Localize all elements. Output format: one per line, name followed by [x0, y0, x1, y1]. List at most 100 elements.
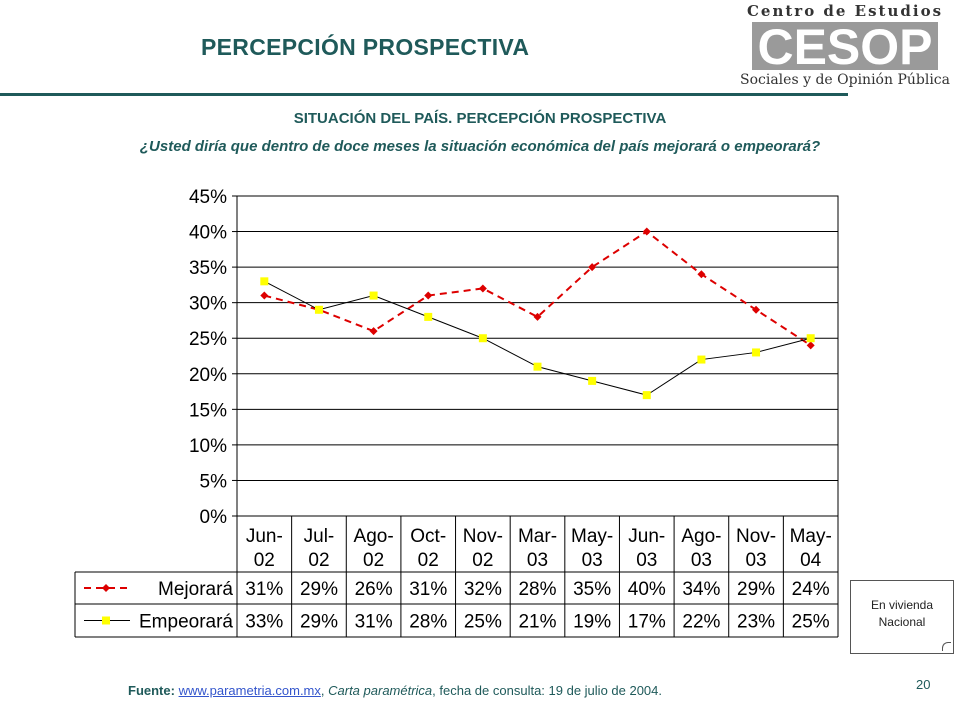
logo-mark-icon: CESOP: [752, 22, 938, 70]
data-point: [314, 305, 323, 314]
table-value: 25%: [464, 612, 502, 633]
source-citation: Fuente: www.parametria.com.mx, Carta par…: [128, 683, 663, 698]
data-point: [533, 362, 542, 371]
x-category-label: Jun-: [628, 526, 665, 547]
chart-series: [260, 227, 815, 400]
table-value: 32%: [464, 579, 502, 600]
x-category-label: Ago-: [681, 526, 721, 547]
x-category-label: Jun-: [246, 526, 283, 547]
x-category-label: Oct-: [410, 526, 446, 547]
table-value: 29%: [737, 579, 775, 600]
source-rest: , fecha de consulta: 19 de julio de 2004…: [432, 683, 663, 698]
x-category-label: 03: [636, 550, 657, 571]
data-point: [369, 327, 378, 336]
data-point: [806, 334, 815, 343]
x-category-label: 02: [254, 550, 275, 571]
note-line-2: Nacional: [878, 615, 926, 629]
y-tick-label: 45%: [189, 187, 227, 208]
data-table: Mejorará 31% 29% 26% 31% 32% 28% 35% 40% 34% 29% 24…: [74, 571, 838, 638]
table-value: 31%: [245, 579, 283, 600]
y-tick-label: 20%: [189, 365, 227, 386]
source-label: Fuente:: [128, 683, 175, 698]
table-value: 21%: [518, 612, 556, 633]
table-value: 34%: [682, 579, 720, 600]
plot-area: [236, 195, 839, 517]
logo-text-bottom: Sociales y de Opinión Pública: [740, 72, 950, 88]
x-category-label: 02: [418, 550, 439, 571]
data-point: [260, 291, 269, 300]
table-value: 35%: [573, 579, 611, 600]
y-tick-label: 15%: [189, 400, 227, 421]
y-tick-label: 30%: [189, 294, 227, 315]
table-value: 29%: [300, 612, 338, 633]
y-tick-label: 35%: [189, 258, 227, 279]
data-point: [478, 334, 487, 343]
legend-label: Empeorará: [139, 612, 233, 633]
page-curl-icon: [942, 642, 951, 651]
x-category-label: Jul-: [304, 526, 335, 547]
note-box: En vivienda Nacional: [850, 580, 954, 654]
x-category-label: 04: [800, 550, 822, 571]
table-value: 19%: [573, 612, 611, 633]
source-publication: Carta paramétrica: [328, 683, 433, 698]
y-tick-label: 0%: [200, 507, 228, 528]
series-2: [260, 277, 815, 400]
chart-grid: [236, 195, 839, 517]
chart-subtitle: SITUACIÓN DEL PAÍS. PERCEPCIÓN PROSPECTI…: [293, 110, 667, 127]
data-point: [478, 284, 487, 293]
logo-mark-text: CESOP: [757, 22, 932, 70]
table-value: 26%: [355, 579, 393, 600]
table-value: 33%: [245, 612, 283, 633]
data-point: [752, 348, 761, 357]
page-number: 20: [916, 677, 931, 692]
table-value: 17%: [628, 612, 666, 633]
legend-label: Mejorará: [158, 579, 233, 600]
y-tick-label: 25%: [189, 329, 227, 350]
data-point: [424, 312, 433, 321]
survey-question: ¿Usted diría que dentro de doce meses la…: [139, 138, 821, 155]
y-tick-label: 5%: [200, 471, 228, 492]
source-link[interactable]: www.parametria.com.mx: [178, 683, 321, 698]
table-value: 22%: [682, 612, 720, 633]
title-divider: [0, 93, 848, 96]
y-tick-label: 10%: [189, 436, 227, 457]
table-value: 40%: [628, 579, 666, 600]
x-category-label: May-: [790, 526, 832, 547]
table-value: 28%: [409, 612, 447, 633]
table-value: 31%: [409, 579, 447, 600]
table-value: 28%: [518, 579, 556, 600]
x-axis-categories: Jun- 02 Jul- 02 Ago- 02 Oct- 02 Nov- 02 Mar- 03 May-…: [236, 516, 839, 637]
table-value: 25%: [792, 612, 830, 633]
x-category-label: 02: [363, 550, 384, 571]
x-category-label: 03: [745, 550, 766, 571]
x-category-label: 02: [472, 550, 493, 571]
y-axis-ticks: 0% 5% 10% 15% 20% 25% 30% 35% 40% 45%: [189, 187, 237, 528]
x-category-label: Ago-: [354, 526, 394, 547]
x-category-label: May-: [571, 526, 613, 547]
logo-text-top: Centro de Estudios: [746, 2, 944, 20]
data-point: [642, 227, 651, 236]
data-point: [588, 263, 597, 272]
data-point: [533, 312, 542, 321]
table-value: 24%: [792, 579, 830, 600]
data-point: [424, 291, 433, 300]
legend-marker: [102, 616, 110, 625]
data-point: [806, 341, 815, 350]
x-category-label: Nov-: [736, 526, 776, 547]
table-value: 31%: [355, 612, 393, 633]
data-point: [697, 355, 706, 364]
data-point: [752, 305, 761, 314]
table-value: 29%: [300, 579, 338, 600]
x-category-label: Mar-: [518, 526, 557, 547]
data-point: [588, 376, 597, 385]
cesop-logo: Centro de Estudios CESOP Sociales y de O…: [740, 2, 950, 94]
data-point: [697, 270, 706, 279]
legend-marker: [102, 584, 110, 592]
page-title: PERCEPCIÓN PROSPECTIVA: [201, 34, 530, 60]
table-value: 23%: [737, 612, 775, 633]
data-point: [260, 277, 269, 286]
note-line-1: En vivienda: [870, 598, 934, 612]
y-tick-label: 40%: [189, 223, 227, 244]
x-category-label: 03: [582, 550, 603, 571]
